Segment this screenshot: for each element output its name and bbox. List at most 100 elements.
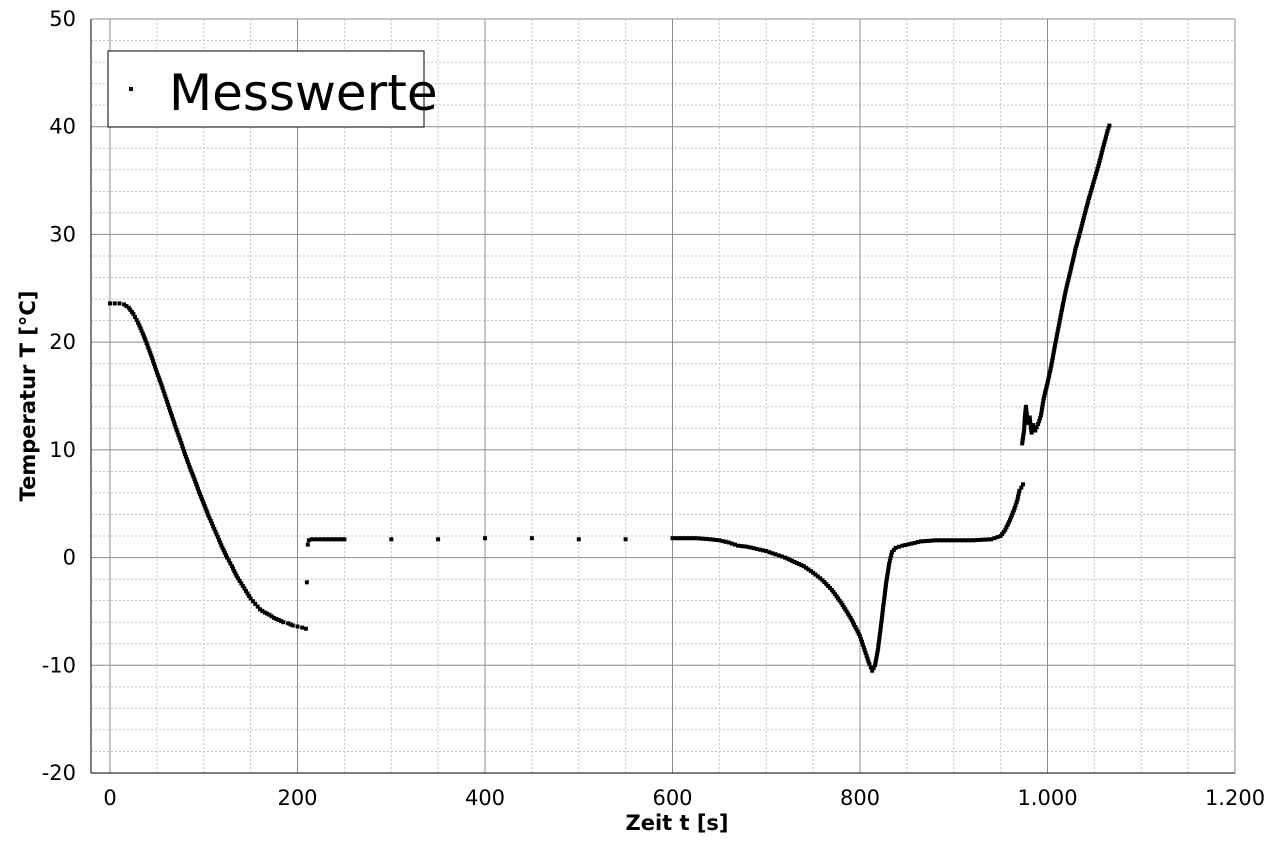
data-point [887,562,892,566]
data-point [954,538,959,543]
data-point [878,626,883,631]
data-point [799,563,804,568]
data-point [260,608,265,613]
data-point [754,547,759,551]
data-point [843,607,848,612]
data-point [239,581,244,586]
data-point [203,506,208,511]
data-point [877,634,882,639]
data-point [214,532,219,537]
data-point [858,634,862,639]
data-point [882,597,887,602]
data-point [856,631,861,636]
data-point [1028,423,1033,428]
data-point [1082,213,1087,218]
data-point [213,529,218,534]
data-point [1089,188,1094,193]
x-tick-label: 800 [840,786,880,810]
data-point [1044,386,1049,391]
data-point [192,476,197,481]
data-point [1103,137,1108,142]
data-point [1055,329,1060,334]
data-point [693,536,698,541]
data-point [705,537,710,541]
data-point [878,629,883,634]
data-point [152,361,157,366]
data-point [717,538,722,543]
data-point [1086,198,1091,203]
data-point [144,341,149,345]
data-point [175,430,180,435]
data-point [187,465,192,470]
data-point [1041,399,1046,403]
data-point [274,617,279,621]
data-point [873,663,877,668]
data-point [1077,231,1082,236]
data-point [1105,129,1110,133]
legend-entry-messwerte: Messwerte [169,64,438,122]
data-point [168,411,173,416]
data-point [1015,497,1020,502]
data-point [845,611,850,616]
data-point [334,537,339,542]
data-point [1090,182,1095,187]
data-point [201,501,206,506]
data-point [729,541,734,546]
data-point [1048,366,1053,371]
data-point [243,589,248,593]
data-point [147,348,152,353]
data-point [158,380,163,385]
data-point [1031,423,1036,428]
data-point [873,660,878,665]
data-point [918,539,923,544]
data-point [876,642,881,647]
y-tick-labels: -20 -10 0 10 20 30 40 50 [42,7,76,785]
data-point [269,614,274,619]
data-point [1033,428,1038,433]
data-point [124,304,129,309]
data-point [1058,315,1063,320]
data-point [1050,358,1055,363]
data-point [801,564,806,569]
data-point [983,537,988,542]
data-point [1081,218,1085,223]
data-point [875,650,880,655]
y-tick-label: 30 [49,222,76,246]
data-point [1021,482,1026,487]
data-point [190,472,195,477]
data-point [864,653,869,658]
data-point [1025,420,1030,425]
data-point [1085,203,1089,208]
data-point [300,625,305,630]
data-point [178,438,183,443]
data-point [154,370,159,375]
data-point [811,570,816,575]
data-point [815,574,820,579]
data-point [151,359,156,364]
data-point [236,576,241,581]
data-point [962,538,967,543]
data-point [1050,356,1055,361]
data-point [329,537,334,542]
data-point [882,592,887,597]
y-tick-label: 10 [49,438,76,462]
data-point [831,590,836,594]
data-point [865,656,870,661]
data-point [1061,302,1065,306]
data-point [881,600,886,605]
data-point [1070,259,1075,264]
data-point [1024,407,1029,412]
data-point [1068,269,1073,274]
data-point [859,639,864,644]
data-point [878,624,883,628]
data-point [210,521,214,526]
data-point [785,556,790,561]
data-point [321,537,326,542]
data-point [1019,485,1024,490]
data-point [783,555,787,560]
data-point [696,536,701,541]
data-point [745,544,750,549]
data-point [133,315,137,319]
data-point [1063,288,1068,293]
data-point [951,538,956,543]
